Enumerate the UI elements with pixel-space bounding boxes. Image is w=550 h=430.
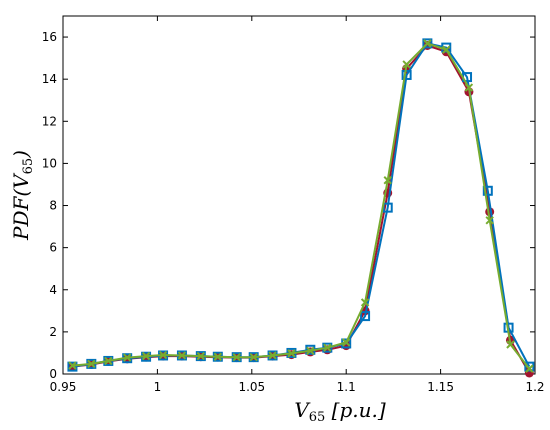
data-point-x <box>249 352 258 362</box>
y-tick-label: 6 <box>49 241 57 255</box>
x-tick-label: 1.2 <box>525 380 544 394</box>
x-tick-label: 1.1 <box>337 380 356 394</box>
y-tick-label: 8 <box>49 199 57 213</box>
data-point-square <box>524 361 535 372</box>
x-axis-ticks: 0.95 1 1.05 1.1 1.15 1.2 <box>50 16 545 394</box>
y-tick-label: 14 <box>42 72 57 86</box>
data-point-x <box>402 60 411 69</box>
y-tick-label: 2 <box>49 325 57 339</box>
data-point-x <box>287 349 296 358</box>
series-x <box>68 39 534 373</box>
data-point-x <box>423 39 432 48</box>
data-point-x <box>158 350 168 360</box>
y-tick-label: 0 <box>49 367 57 381</box>
y-tick-label: 16 <box>42 30 57 44</box>
x-tick-label: 0.95 <box>50 380 77 394</box>
data-point-x <box>87 359 96 369</box>
data-point-x <box>268 351 277 360</box>
x-axis-title: V65 [p.u.] <box>294 398 386 425</box>
data-point-x <box>383 176 392 185</box>
data-point-square <box>401 69 412 80</box>
data-point-x <box>196 351 206 361</box>
data-point-x <box>525 364 534 373</box>
x-tick-label: 1 <box>154 380 162 394</box>
data-point-x <box>360 298 370 307</box>
data-point-x <box>177 351 187 360</box>
data-point-x <box>506 340 515 349</box>
data-point-x <box>141 351 151 361</box>
y-axis-title: PDF(V65) <box>9 150 36 241</box>
data-point-x <box>68 361 77 370</box>
data-point-square <box>382 202 393 213</box>
series-layer <box>67 38 535 378</box>
data-point-square <box>67 361 78 372</box>
x-tick-label: 1.15 <box>427 380 454 394</box>
data-point-x <box>306 346 315 356</box>
data-point-square <box>482 185 493 196</box>
data-point-x <box>232 352 241 362</box>
y-tick-label: 10 <box>42 156 57 170</box>
data-point-x <box>323 343 332 352</box>
data-point-x <box>213 352 223 361</box>
data-point-x <box>104 356 113 366</box>
y-tick-label: 12 <box>42 114 57 128</box>
data-point-square <box>422 38 433 49</box>
data-point-x <box>341 338 351 347</box>
data-point-x <box>485 216 494 225</box>
data-point-x <box>464 83 474 92</box>
plot-area <box>62 15 536 375</box>
data-point-x <box>442 45 451 54</box>
y-tick-label: 4 <box>49 283 57 297</box>
y-axis-ticks: 0 2 4 6 8 10 12 14 16 <box>42 30 535 381</box>
data-point-x <box>122 353 132 362</box>
data-point-square <box>360 311 371 322</box>
x-tick-label: 1.05 <box>238 380 265 394</box>
